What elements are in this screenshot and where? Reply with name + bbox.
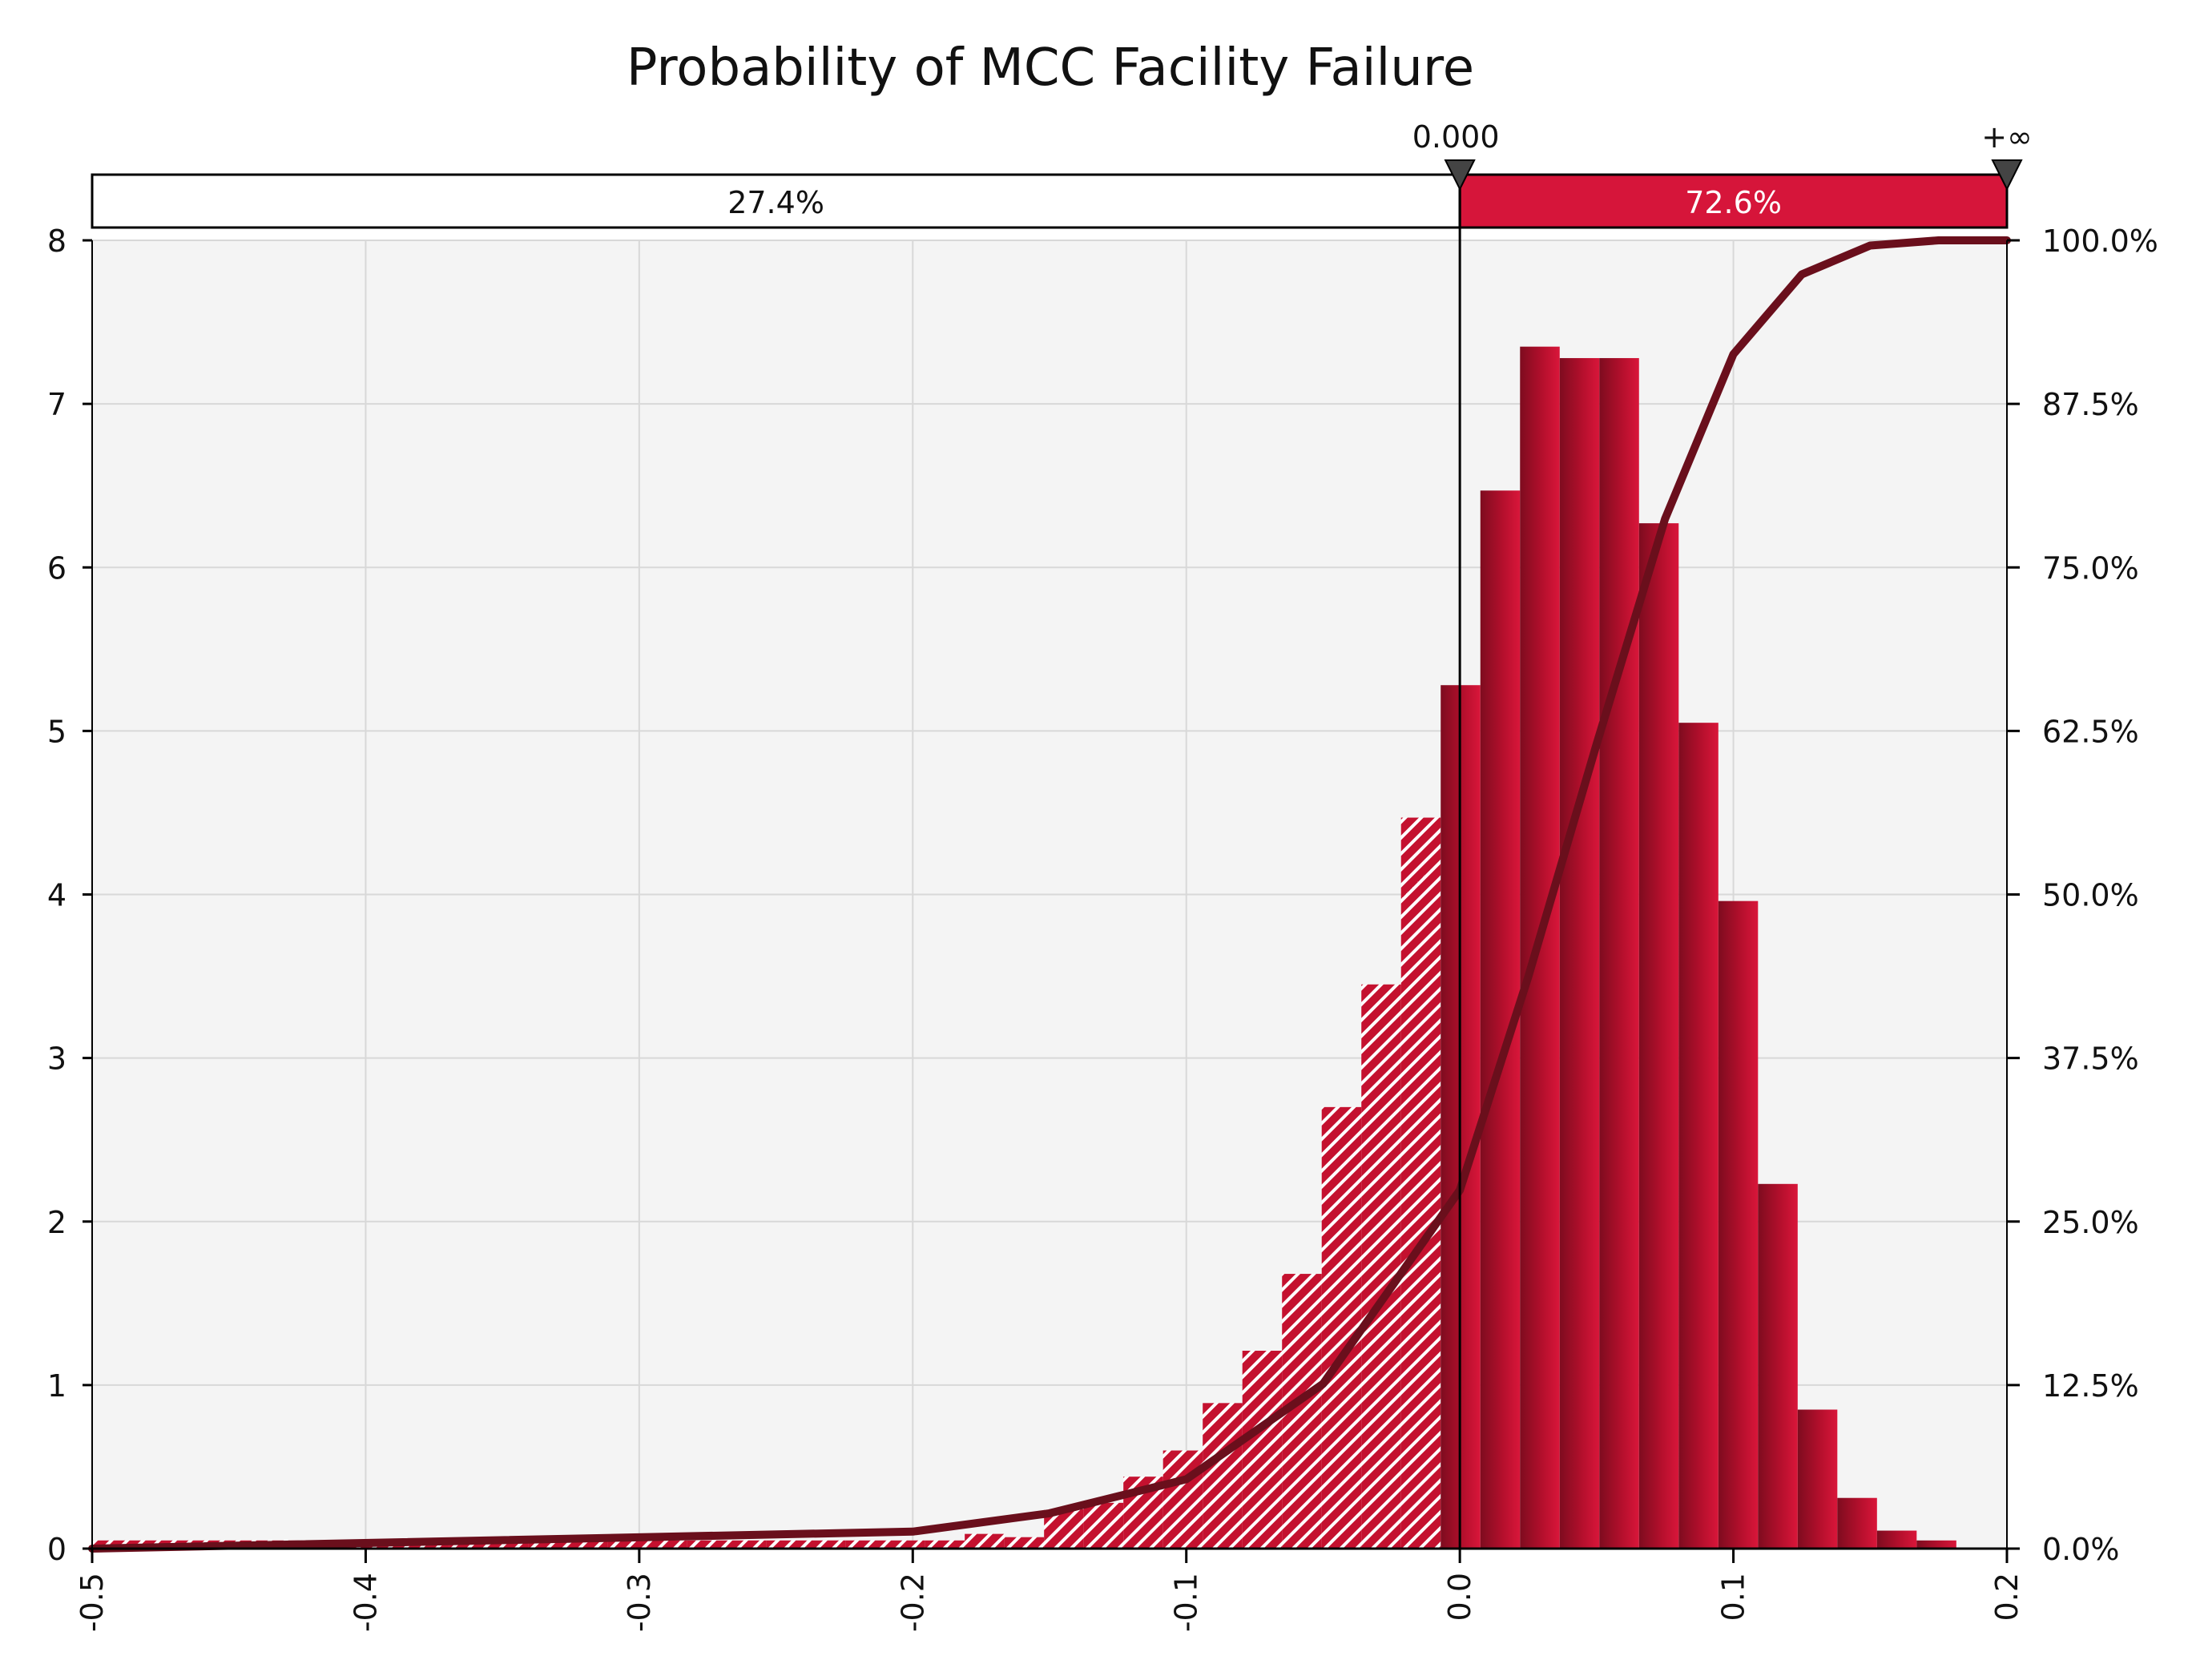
x-tick-label: 0.1 [1716,1573,1751,1621]
histogram-bar [1876,1530,1917,1549]
histogram-bar [489,1540,529,1549]
histogram-bar [885,1540,925,1549]
histogram-bar [1559,357,1600,1549]
y-tick-label: 1 [47,1368,66,1404]
y-tick-label: 3 [47,1041,66,1077]
y-tick-label: 0 [47,1532,66,1567]
x-tick-label: -0.1 [1169,1573,1204,1632]
right-marker-label: +∞ [1981,119,2033,155]
histogram-bar [1203,1403,1243,1549]
right-band-label: 72.6% [1685,185,1782,220]
y2-tick-label: 12.5% [2042,1368,2139,1404]
histogram-bar [727,1540,767,1549]
histogram-bar [806,1540,846,1549]
histogram-bar [1758,1183,1798,1549]
delimiter-band-left [91,173,1461,229]
y2-tick-label: 75.0% [2042,550,2139,586]
y-tick-label: 8 [47,224,66,259]
histogram-bar [528,1540,569,1549]
histogram-bar [647,1540,687,1549]
y-tick-label: 7 [47,387,66,422]
histogram-bar [766,1540,807,1549]
left-band-label: 27.4% [727,185,824,220]
histogram-bar [1400,817,1441,1549]
x-tick-label: -0.4 [348,1573,383,1632]
histogram-bar [1916,1540,1956,1549]
histogram-bar [1599,357,1639,1549]
histogram-bar [1837,1497,1877,1549]
left-marker-label: 0.000 [1412,119,1500,155]
y2-tick-label: 0.0% [2042,1532,2120,1567]
histogram-bar [1321,1106,1362,1549]
histogram-bar [1162,1450,1203,1549]
y2-tick-label: 62.5% [2042,714,2139,749]
y2-tick-label: 50.0% [2042,878,2139,913]
y-tick-label: 6 [47,550,66,586]
delimiter-marker-left [1444,159,1476,191]
histogram-bar [1678,723,1719,1549]
y-tick-label: 5 [47,714,66,749]
y-tick-label: 4 [47,878,66,913]
histogram-bar [965,1533,1005,1549]
y2-tick-label: 37.5% [2042,1041,2139,1077]
chart-title: Probability of MCC Facility Failure [627,38,1474,98]
histogram-bar [1083,1502,1124,1549]
y2-tick-label: 87.5% [2042,387,2139,422]
y2-tick-label: 25.0% [2042,1205,2139,1240]
histogram-bar [568,1540,608,1549]
delimiter-marker-right [1991,159,2023,191]
histogram-bar [607,1540,648,1549]
histogram-bar [1004,1537,1045,1549]
y2-tick-label: 100.0% [2042,224,2158,259]
y-tick-label: 2 [47,1205,66,1240]
x-tick-label: 0.0 [1442,1573,1477,1621]
histogram-bar [1797,1409,1838,1549]
histogram-bar [1718,900,1759,1549]
histogram-bar [925,1540,965,1549]
x-tick-label: 0.2 [1989,1573,2025,1621]
delimiter-band-right [1458,173,2009,229]
x-tick-label: -0.5 [75,1573,110,1632]
histogram-bar [1242,1351,1283,1549]
x-tick-label: -0.2 [895,1573,930,1632]
histogram-bar [845,1540,886,1549]
cumulative-curve [88,236,2011,1553]
histogram-bar [1361,984,1401,1549]
histogram-bar [687,1540,727,1549]
histogram-bar [1638,523,1679,1549]
x-tick-label: -0.3 [622,1573,657,1632]
